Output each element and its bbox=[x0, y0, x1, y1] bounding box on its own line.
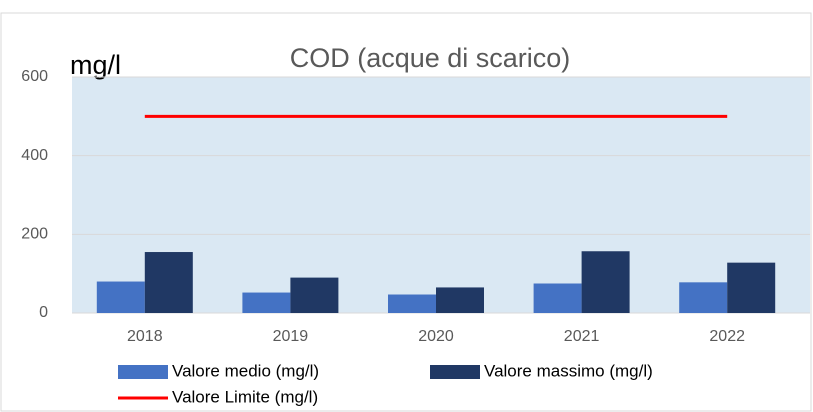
x-tick-label: 2021 bbox=[564, 328, 600, 345]
bar bbox=[581, 251, 630, 313]
bar bbox=[388, 294, 436, 313]
y-tick-label: 400 bbox=[21, 147, 48, 164]
bar bbox=[436, 287, 484, 313]
x-tick-label: 2020 bbox=[418, 328, 454, 345]
bar bbox=[290, 277, 339, 313]
bar bbox=[96, 281, 145, 313]
legend-label: Valore Limite (mg/l) bbox=[172, 387, 318, 406]
legend-swatch bbox=[430, 365, 480, 379]
chart-title: COD (acque di scarico) bbox=[290, 43, 571, 73]
x-tick-label: 2022 bbox=[709, 328, 745, 345]
x-tick-label: 2018 bbox=[127, 328, 163, 345]
y-tick-label: 0 bbox=[39, 304, 48, 321]
legend-swatch bbox=[118, 365, 168, 379]
y-axis-label: mg/l bbox=[70, 50, 121, 80]
bar bbox=[533, 283, 582, 313]
legend-label: Valore massimo (mg/l) bbox=[484, 361, 653, 380]
x-tick-label: 2019 bbox=[273, 328, 309, 345]
bar bbox=[144, 252, 193, 313]
bar bbox=[242, 292, 291, 313]
bar bbox=[727, 262, 776, 313]
y-tick-label: 600 bbox=[21, 68, 48, 85]
legend-label: Valore medio (mg/l) bbox=[172, 361, 319, 380]
y-tick-label: 200 bbox=[21, 226, 48, 243]
bar bbox=[679, 282, 728, 313]
